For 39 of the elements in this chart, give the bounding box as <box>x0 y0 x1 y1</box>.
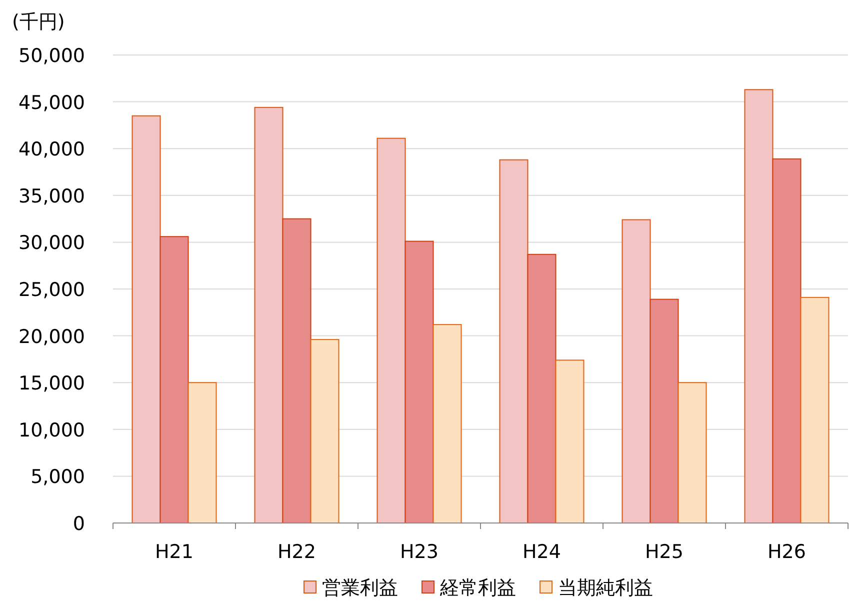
bar <box>499 159 528 524</box>
bar <box>744 89 774 524</box>
y-tick-label: 50,000 <box>18 45 85 67</box>
bar <box>282 218 312 524</box>
bar <box>376 138 406 524</box>
y-axis-title: (千円) <box>12 11 65 33</box>
bar <box>432 324 462 524</box>
bar <box>310 339 340 524</box>
y-tick-label: 45,000 <box>18 92 85 114</box>
bar <box>188 382 217 524</box>
bar <box>772 158 802 524</box>
y-tick-label: 25,000 <box>18 279 85 301</box>
y-tick-label: 30,000 <box>18 232 85 254</box>
y-tick-label: 40,000 <box>18 138 85 161</box>
bar <box>555 360 584 524</box>
y-tick-label: 0 <box>72 513 85 535</box>
bar <box>132 115 161 524</box>
x-tick-label: H23 <box>400 541 438 563</box>
x-tick-label: H22 <box>278 541 316 563</box>
bar <box>622 219 651 524</box>
x-tick-label: H25 <box>645 541 684 563</box>
bar <box>254 106 284 524</box>
bar <box>404 240 434 524</box>
y-tick-label: 35,000 <box>18 185 85 208</box>
legend-label: 営業利益 <box>322 577 398 599</box>
bar <box>800 296 830 524</box>
legend-label: 経常利益 <box>439 577 516 599</box>
x-tick-label: H24 <box>522 541 561 563</box>
x-tick-label: H26 <box>768 541 806 563</box>
legend-label: 当期純利益 <box>558 577 653 599</box>
bar <box>650 298 679 524</box>
y-tick-label: 10,000 <box>18 419 85 442</box>
bar <box>678 382 707 524</box>
y-tick-label: 20,000 <box>18 326 85 348</box>
x-tick-label: H21 <box>155 541 194 563</box>
bar <box>527 254 556 524</box>
y-tick-label: 15,000 <box>18 372 85 395</box>
bar <box>160 236 189 524</box>
y-tick-label: 5,000 <box>30 466 85 488</box>
